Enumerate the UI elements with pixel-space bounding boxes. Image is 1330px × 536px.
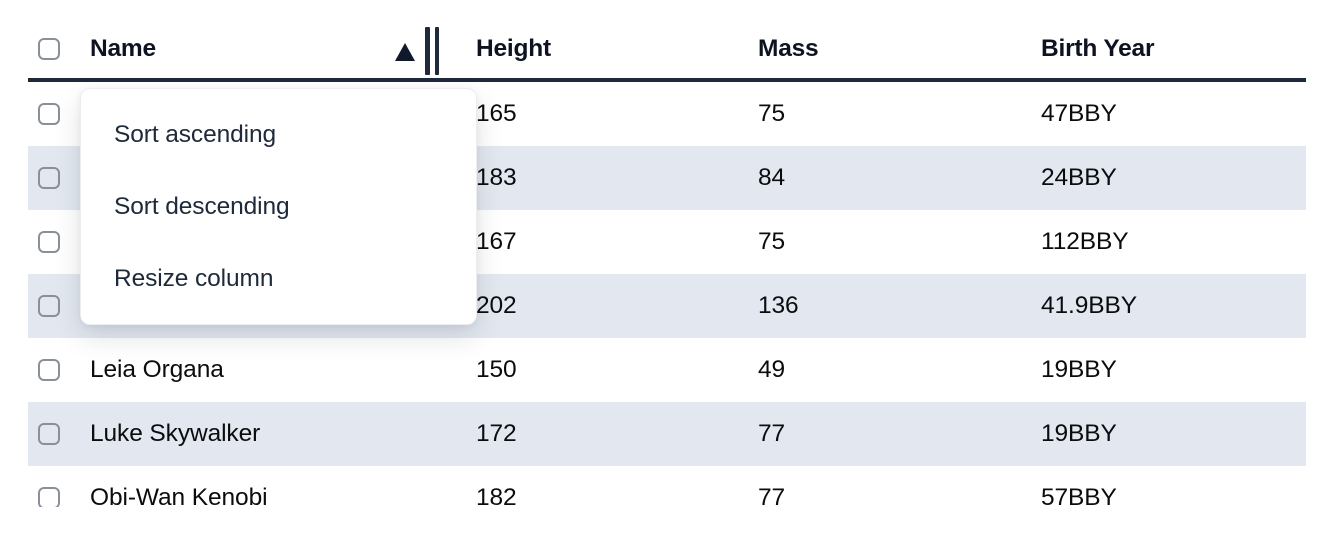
column-header-height-label: Height: [476, 35, 552, 62]
sort-ascending-indicator-icon: [395, 43, 415, 61]
column-header-birth-year[interactable]: Birth Year: [1025, 35, 1306, 63]
cell-birth-year: 19BBY: [1041, 356, 1117, 383]
column-header-height[interactable]: Height: [460, 35, 742, 63]
cell-birth-year: 24BBY: [1041, 164, 1117, 191]
row-checkbox[interactable]: [38, 231, 60, 253]
cell-mass: 136: [758, 292, 799, 319]
menu-item-sort-ascending[interactable]: Sort ascending: [114, 121, 277, 148]
cell-height: 182: [476, 484, 517, 507]
select-all-cell: [28, 38, 88, 60]
column-header-mass-label: Mass: [758, 35, 819, 62]
row-checkbox[interactable]: [38, 487, 60, 507]
cell-height: 167: [476, 228, 517, 255]
column-context-menu: Sort ascending Sort descending Resize co…: [80, 88, 477, 325]
cell-name: Leia Organa: [90, 356, 224, 383]
column-header-birth-year-label: Birth Year: [1041, 35, 1155, 62]
cell-mass: 77: [758, 484, 786, 507]
row-checkbox[interactable]: [38, 103, 60, 125]
row-checkbox[interactable]: [38, 359, 60, 381]
select-all-checkbox[interactable]: [38, 38, 60, 60]
row-checkbox[interactable]: [38, 167, 60, 189]
cell-mass: 75: [758, 100, 786, 127]
row-checkbox[interactable]: [38, 295, 60, 317]
table-header-row: Name Height Mass Birth Year: [28, 0, 1306, 82]
cell-birth-year: 112BBY: [1041, 228, 1129, 255]
cell-height: 165: [476, 100, 517, 127]
cell-height: 202: [476, 292, 517, 319]
resize-bar-icon: [425, 27, 430, 75]
cell-birth-year: 41.9BBY: [1041, 292, 1138, 319]
cell-mass: 49: [758, 356, 786, 383]
cell-birth-year: 19BBY: [1041, 420, 1117, 447]
cell-birth-year: 47BBY: [1041, 100, 1117, 127]
menu-item-resize-column[interactable]: Resize column: [114, 265, 274, 292]
cell-name: Luke Skywalker: [90, 420, 261, 447]
row-checkbox[interactable]: [38, 423, 60, 445]
table-row: Leia Organa 150 49 19BBY: [28, 338, 1306, 402]
column-header-mass[interactable]: Mass: [742, 35, 1025, 63]
table-row: Luke Skywalker 172 77 19BBY: [28, 402, 1306, 466]
cell-name: Obi-Wan Kenobi: [90, 484, 268, 507]
column-header-name-label: Name: [90, 35, 156, 62]
cell-mass: 77: [758, 420, 786, 447]
table-row: Obi-Wan Kenobi 182 77 57BBY: [28, 466, 1306, 507]
cell-height: 172: [476, 420, 517, 447]
table-viewport: Name Height Mass Birth Year 165 75 47BBY: [28, 0, 1306, 507]
cell-mass: 75: [758, 228, 786, 255]
column-header-name[interactable]: Name: [88, 35, 460, 63]
menu-item-sort-descending[interactable]: Sort descending: [114, 193, 290, 220]
resize-bar-icon: [434, 27, 439, 75]
cell-birth-year: 57BBY: [1041, 484, 1117, 507]
cell-height: 183: [476, 164, 517, 191]
cell-mass: 84: [758, 164, 786, 191]
column-resize-handle[interactable]: [425, 27, 439, 75]
cell-height: 150: [476, 356, 517, 383]
